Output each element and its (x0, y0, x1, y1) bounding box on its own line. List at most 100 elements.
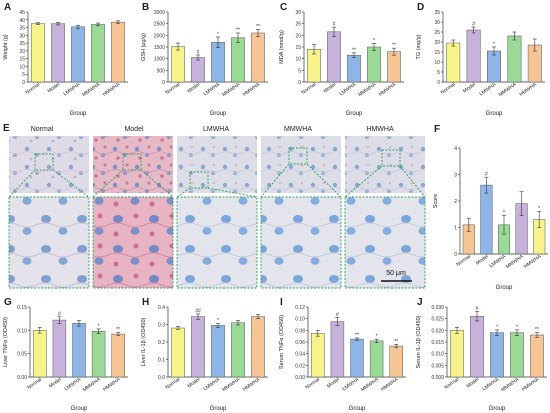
y-tick-label: 0 (22, 80, 25, 86)
significance-mark: # (336, 312, 339, 318)
chart-b: B 0 500 1000 1500 2000 2500 3000 GSH (μg/g) Norma… (141, 2, 268, 117)
y-tick-label: 0 (298, 80, 301, 86)
y-tick-label: 1500 (154, 45, 165, 51)
x-axis-label: Group (210, 111, 227, 117)
y-tick-label: 0.020 (431, 328, 444, 334)
bar-lmwha (71, 26, 85, 83)
x-axis-label: Group (349, 406, 366, 412)
y-tick-label: 35 (19, 26, 25, 32)
y-tick-label: 0.12 (295, 305, 305, 311)
significance-mark: # (476, 306, 479, 312)
x-tick-label: Normal (440, 82, 457, 96)
x-tick-label: Normal (455, 254, 472, 268)
y-tick-label: 2000 (154, 33, 165, 39)
y-tick-label: 25 (295, 22, 301, 28)
y-tick-label: 30 (295, 10, 301, 16)
bar-normal (450, 330, 464, 378)
bar-hmwha (389, 345, 403, 378)
y-axis-label: GSH (μg/g) (141, 33, 147, 61)
y-axis-label: MDA (nmol/g) (279, 30, 285, 64)
bar-model (327, 31, 341, 83)
y-tick-label: 0.3 (158, 323, 165, 329)
x-tick-label: LMWHA (341, 376, 360, 392)
y-tick-label: 0.2 (158, 340, 165, 346)
x-tick-label: HMWHA (102, 81, 122, 97)
y-tick-label: 1 (454, 226, 457, 232)
significance-mark: * (493, 42, 495, 48)
chart-g: G 0.00 0.05 0.10 0.15 Liver TNFα (OD450) Norma… (3, 297, 128, 412)
significance-mark: * (217, 318, 219, 324)
micrograph-model-overview (93, 136, 173, 193)
y-tick-label: 15 (19, 57, 25, 63)
x-axis-label: Group (210, 406, 227, 412)
x-tick-label: LMWHA (62, 81, 81, 97)
bar-hmwha (251, 316, 265, 378)
x-axis-label: Group (70, 111, 87, 117)
x-tick-label: Model (466, 377, 481, 390)
x-tick-label: Normal (164, 82, 181, 96)
histology-column-label-lmwha: LMWHA (203, 126, 229, 133)
bar-hmwha (111, 21, 125, 83)
bar-lmwha (347, 54, 361, 83)
significance-mark: ** (236, 28, 240, 34)
chart-h: H 0.0 0.1 0.2 0.3 0.4 Liver IL-1β (OD450) Norma… (141, 297, 268, 412)
chart-f: F01234ScoreNormal#Model*LMWHAMMWHA*HMWHA… (433, 124, 548, 291)
y-tick-label: 0.04 (295, 352, 305, 358)
y-axis-label: Score (433, 194, 439, 208)
significance-mark: * (503, 210, 505, 216)
x-tick-label: MMWHA (505, 253, 525, 270)
y-tick-label: 10 (434, 60, 440, 66)
y-tick-label: 5 (22, 72, 25, 78)
chart-j: J 0.000 0.005 0.010 0.015 0.020 0.025 0.030 Seru… (416, 297, 547, 412)
significance-mark: # (197, 49, 200, 55)
x-tick-label: LMWHA (202, 81, 221, 97)
significance-mark: ** (392, 43, 396, 49)
y-tick-label: 45 (19, 10, 25, 16)
y-tick-label: 5 (437, 70, 440, 76)
x-tick-label: Normal (443, 377, 460, 391)
histology-column-label-hmwha: HMWHA (366, 126, 394, 133)
y-tick-label: 20 (295, 33, 301, 39)
bar-mmwha (367, 46, 381, 83)
panel-letter-f: F (434, 124, 440, 135)
bar-mmwha (91, 24, 105, 83)
y-tick-label: 0.0 (158, 375, 165, 381)
bar-hmwha (530, 334, 544, 378)
y-tick-label: 4 (454, 146, 457, 152)
x-tick-label: LMWHA (338, 81, 357, 97)
significance-mark: # (333, 22, 336, 28)
y-tick-label: 0.05 (17, 352, 27, 358)
x-axis-label: Group (346, 111, 363, 117)
x-tick-label: MMWHA (221, 81, 241, 98)
bar-mmwha (369, 340, 384, 378)
significance-mark: ** (352, 47, 356, 53)
significance-mark: ** (394, 339, 398, 345)
x-tick-label: Normal (304, 377, 321, 391)
bar-model (191, 57, 205, 83)
y-axis-label: Liver IL-1β (OD450) (141, 317, 147, 366)
chart-d: D 0 5 10 15 20 25 30 35 TG (mg/g) Normal # Model * LMW… (416, 2, 545, 117)
y-axis-label: Serum TNFα (OD450) (279, 315, 285, 369)
y-tick-label: 10 (295, 57, 301, 63)
bar-mmwha (231, 37, 245, 83)
x-tick-label: Normal (164, 377, 181, 391)
micrograph-mmwha-zoom (260, 196, 342, 289)
bar-lmwha (211, 325, 225, 378)
significance-mark: # (485, 172, 488, 178)
x-axis-label: Group (486, 111, 503, 117)
significance-mark: * (373, 38, 375, 44)
y-tick-label: 0.030 (431, 305, 444, 311)
bar-hmwha (111, 333, 125, 378)
x-tick-label: MMWHA (357, 81, 377, 98)
micrograph-model-zoom (92, 196, 174, 289)
x-tick-label: Normal (24, 82, 41, 96)
x-tick-label: MMWHA (498, 81, 518, 98)
panel-letter-h: H (142, 297, 149, 308)
significance-mark: ## (195, 309, 201, 315)
bar-model (51, 23, 65, 83)
x-tick-label: Normal (300, 82, 317, 96)
y-axis-label: Weight (g) (3, 34, 9, 59)
x-tick-label: MMWHA (81, 81, 101, 98)
